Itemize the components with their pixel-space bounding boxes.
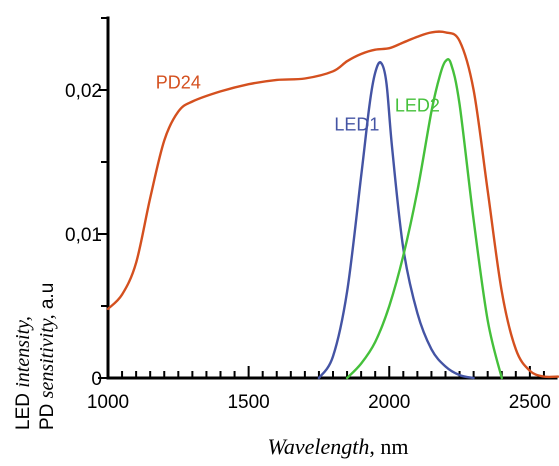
series-label-led1: LED1 [334, 114, 379, 134]
y-axis-label-line2: PD sensitivity, a.u [36, 283, 58, 430]
x-label-unit: , nm [369, 434, 408, 459]
y-tick-label: 0 [91, 369, 102, 390]
x-tick-label: 1000 [87, 392, 129, 413]
x-label-wavelength: Wavelength [268, 434, 370, 459]
x-tick-label: 2500 [509, 392, 551, 413]
y-ticks: 0 0,01 0,02 [65, 17, 108, 390]
x-tick-label: 2000 [368, 392, 410, 413]
y-axis-label-line1: LED intensity, [12, 312, 34, 430]
y-label-sensitivity: sensitivity, [36, 314, 58, 398]
series-label-pd24: PD24 [156, 73, 201, 93]
series-line-led1 [317, 61, 475, 380]
y-label-pd: PD [37, 398, 58, 430]
series-line-led2 [345, 58, 503, 380]
axes: 1000 1500 2000 2500 0 0,01 0,02 [65, 16, 558, 413]
y-label-unit: a.u [37, 283, 58, 315]
series-labels: PD24 LED1 LED2 [156, 73, 440, 135]
y-tick-label: 0,02 [65, 81, 102, 102]
series-lines [106, 30, 559, 380]
series-label-led2: LED2 [395, 96, 440, 116]
series-line-pd24 [106, 30, 559, 379]
x-tick-label: 1500 [227, 392, 269, 413]
x-axis-label: Wavelength, nm [268, 434, 409, 459]
y-tick-label: 0,01 [65, 225, 102, 246]
x-ticks: 1000 1500 2000 2500 [87, 366, 551, 413]
y-label-intensity: intensity, [12, 316, 34, 388]
y-label-led: LED [13, 388, 34, 430]
y-axis-label: LED intensity, PD sensitivity, a.u [12, 283, 58, 430]
